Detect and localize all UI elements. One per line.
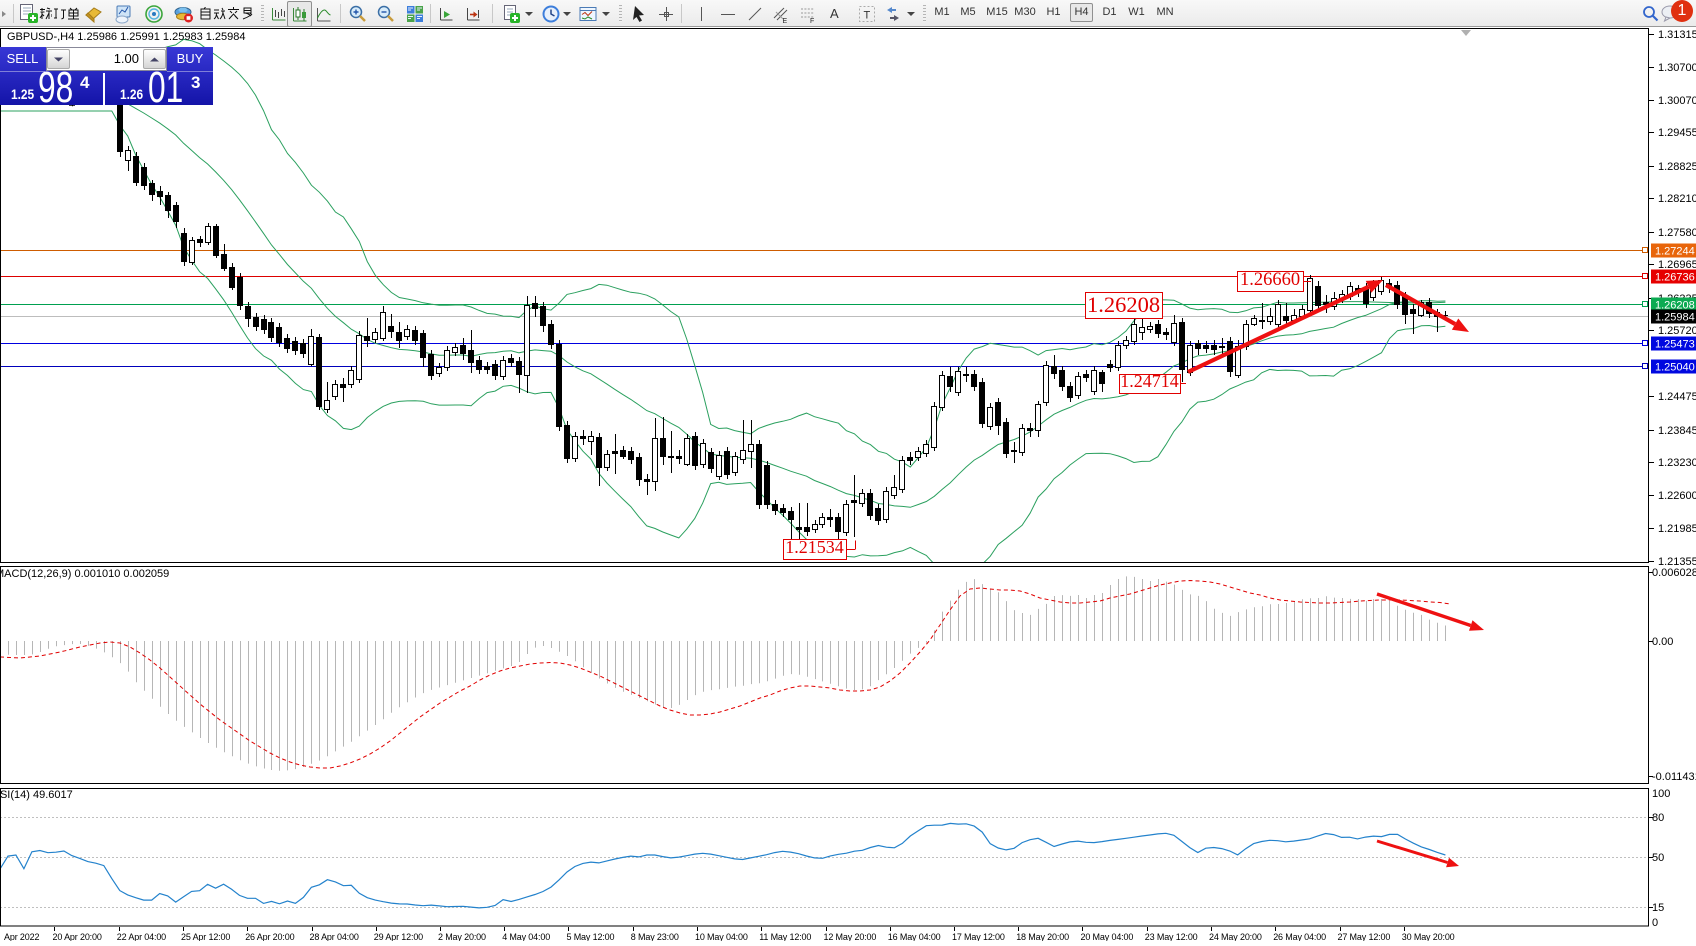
svg-text:1.26660: 1.26660	[1240, 270, 1300, 290]
svg-text:26 May 04:00: 26 May 04:00	[1273, 932, 1326, 941]
svg-text:1.27244: 1.27244	[1655, 246, 1695, 258]
svg-text:1.29455: 1.29455	[1658, 127, 1696, 139]
svg-text:16 May 04:00: 16 May 04:00	[888, 932, 941, 941]
svg-text:1.26965: 1.26965	[1658, 259, 1696, 271]
svg-text:F: F	[810, 18, 814, 24]
svg-text:RSI(14) 49.6017: RSI(14) 49.6017	[0, 789, 73, 801]
svg-text:29 Apr 12:00: 29 Apr 12:00	[374, 932, 423, 941]
svg-text:28 Apr 04:00: 28 Apr 04:00	[310, 932, 359, 941]
svg-text:1.21355: 1.21355	[1658, 556, 1696, 568]
svg-text:25 Apr 12:00: 25 Apr 12:00	[181, 932, 230, 941]
svg-text:GBPUSD-,H4 1.25986 1.25991 1.: GBPUSD-,H4 1.25986 1.25991 1.25983 1.259…	[7, 31, 246, 43]
svg-text:1.30700: 1.30700	[1658, 62, 1696, 74]
svg-text:Apr 2022: Apr 2022	[4, 932, 39, 941]
svg-text:T: T	[864, 10, 871, 22]
svg-text:1.27580: 1.27580	[1658, 227, 1696, 239]
svg-text:1.24714: 1.24714	[1120, 371, 1179, 391]
svg-text:15: 15	[1652, 902, 1664, 914]
svg-text:100: 100	[1652, 788, 1670, 800]
svg-text:20 May 04:00: 20 May 04:00	[1081, 932, 1134, 941]
svg-text:11 May 12:00: 11 May 12:00	[759, 932, 811, 941]
svg-text:1.25720: 1.25720	[1658, 325, 1696, 337]
svg-text:80: 80	[1652, 812, 1664, 824]
svg-text:1.25473: 1.25473	[1655, 339, 1695, 351]
svg-text:22 Apr 04:00: 22 Apr 04:00	[117, 932, 166, 941]
svg-text:1.21534: 1.21534	[785, 537, 844, 557]
svg-text:1.30070: 1.30070	[1658, 95, 1696, 107]
svg-text:4 May 04:00: 4 May 04:00	[502, 932, 550, 941]
svg-text:5 May 12:00: 5 May 12:00	[567, 932, 615, 941]
svg-text:0: 0	[1652, 917, 1658, 929]
svg-text:MACD(12,26,9) 0.001010 0.00205: MACD(12,26,9) 0.001010 0.002059	[0, 568, 169, 580]
svg-text:-0.011431: -0.011431	[1652, 771, 1696, 783]
svg-text:17 May 12:00: 17 May 12:00	[952, 932, 1005, 941]
svg-text:1.26736: 1.26736	[1655, 272, 1695, 284]
svg-text:1.24475: 1.24475	[1658, 391, 1696, 403]
svg-text:1.28210: 1.28210	[1658, 193, 1696, 205]
svg-text:24 May 20:00: 24 May 20:00	[1209, 932, 1262, 941]
svg-text:0.00: 0.00	[1652, 636, 1673, 648]
svg-text:8 May 23:00: 8 May 23:00	[631, 932, 679, 941]
svg-text:1.23845: 1.23845	[1658, 425, 1696, 437]
svg-text:1.21985: 1.21985	[1658, 523, 1696, 535]
svg-text:E: E	[783, 18, 788, 24]
svg-text:18 May 20:00: 18 May 20:00	[1016, 932, 1069, 941]
svg-text:30 May 20:00: 30 May 20:00	[1402, 932, 1455, 941]
svg-text:1.26208: 1.26208	[1655, 300, 1695, 312]
svg-text:1.28825: 1.28825	[1658, 161, 1696, 173]
svg-text:1.31315: 1.31315	[1658, 29, 1696, 41]
svg-text:27 May 12:00: 27 May 12:00	[1338, 932, 1391, 941]
svg-text:1.23230: 1.23230	[1658, 457, 1696, 469]
svg-text:2 May 20:00: 2 May 20:00	[438, 932, 486, 941]
svg-text:0.006028: 0.006028	[1652, 567, 1696, 579]
svg-text:20 Apr 20:00: 20 Apr 20:00	[53, 932, 102, 941]
svg-text:1.25040: 1.25040	[1655, 362, 1695, 374]
svg-text:23 May 12:00: 23 May 12:00	[1145, 932, 1198, 941]
svg-text:1.26208: 1.26208	[1087, 292, 1160, 317]
svg-text:12 May 20:00: 12 May 20:00	[824, 932, 877, 941]
svg-text:26 Apr 20:00: 26 Apr 20:00	[245, 932, 294, 941]
svg-text:1.22600: 1.22600	[1658, 490, 1696, 502]
svg-text:1.25984: 1.25984	[1655, 312, 1695, 324]
svg-text:50: 50	[1652, 852, 1664, 864]
svg-text:10 May 04:00: 10 May 04:00	[695, 932, 748, 941]
